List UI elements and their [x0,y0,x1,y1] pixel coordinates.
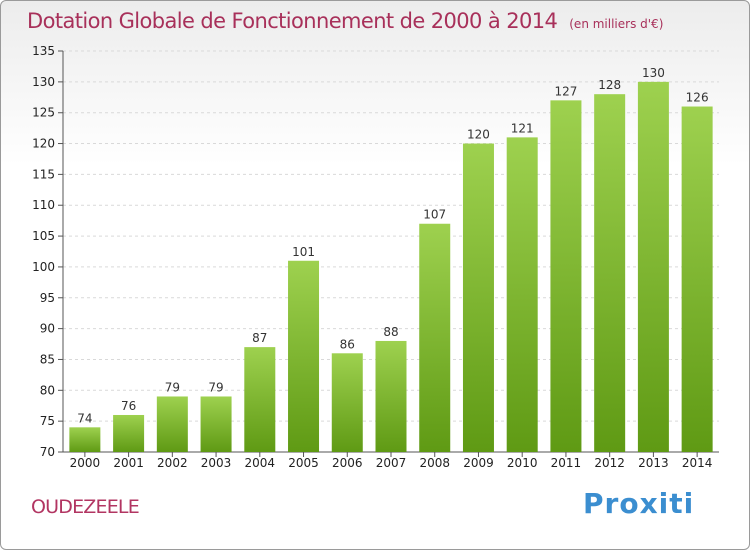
commune-name: OUDEZEELE [31,496,140,518]
y-tick-label: 100 [32,260,55,274]
data-label: 127 [554,84,577,98]
bar [375,340,407,452]
bar [594,94,626,452]
data-label: 86 [340,337,355,351]
data-label: 79 [165,380,180,394]
chart-subtitle: (en milliers d'€) [569,17,664,31]
data-label: 128 [598,78,621,92]
data-label: 79 [208,380,223,394]
y-tick-label: 125 [32,106,55,120]
x-tick-label: 2011 [551,456,582,470]
data-label: 121 [511,121,534,135]
bar [681,106,713,453]
data-labels: 74 76 79 79 87 101 86 88 107 120 121 127 128 130 126 [77,66,708,425]
y-tick-label: 120 [32,137,55,151]
y-tick-label: 130 [32,75,55,89]
x-tick-label: 2007 [376,456,407,470]
chart-title-text: Dotation Globale de Fonctionnement de 20… [27,9,558,33]
bar [156,396,188,452]
x-tick-label: 2008 [419,456,450,470]
data-label: 107 [423,208,446,222]
data-label: 101 [292,245,315,259]
y-tick-label: 90 [40,322,55,336]
bar [200,396,232,452]
y-tick-label: 135 [32,44,55,58]
x-tick-label: 2009 [463,456,494,470]
bar [637,81,669,452]
chart-title: Dotation Globale de Fonctionnement de 20… [27,9,663,33]
y-tick-label: 70 [40,445,55,459]
x-tick-label: 2005 [288,456,319,470]
data-label: 76 [121,399,136,413]
x-tick-label: 2002 [157,456,188,470]
bar [69,427,101,452]
bar [550,100,582,452]
x-tick-label: 2000 [70,456,101,470]
data-label: 74 [77,411,92,425]
data-label: 120 [467,128,490,142]
y-tick-label: 85 [40,352,55,366]
x-tick-label: 2013 [638,456,669,470]
x-tick-label: 2014 [682,456,713,470]
x-tick-label: 2004 [245,456,276,470]
x-tick-label: 2010 [507,456,538,470]
y-tick-labels: 70 75 80 85 90 95 100 105 110 115 120 125 130 135 [32,44,55,459]
x-tick-label: 2012 [594,456,625,470]
y-tick-label: 115 [32,167,55,181]
bar [331,353,363,452]
y-tick-label: 95 [40,291,55,305]
bar [113,414,145,452]
y-tick-label: 105 [32,229,55,243]
bars [69,81,713,453]
bar [244,347,276,452]
x-tick-label: 2003 [201,456,232,470]
x-tick-label: 2001 [113,456,144,470]
x-tick-labels: 2000 2001 2002 2003 2004 2005 2006 2007 2008 2009… [70,456,713,470]
data-label: 88 [383,325,398,339]
proxiti-logo[interactable]: Proxiti [583,487,695,520]
data-label: 126 [686,91,709,105]
data-label: 87 [252,331,267,345]
bar [419,223,451,452]
y-tick-label: 75 [40,414,55,428]
y-tick-label: 80 [40,383,55,397]
bar [462,143,494,453]
bar [288,260,320,452]
y-tick-label: 110 [32,198,55,212]
bar [506,137,538,452]
data-label: 130 [642,66,665,80]
x-tick-label: 2006 [332,456,363,470]
